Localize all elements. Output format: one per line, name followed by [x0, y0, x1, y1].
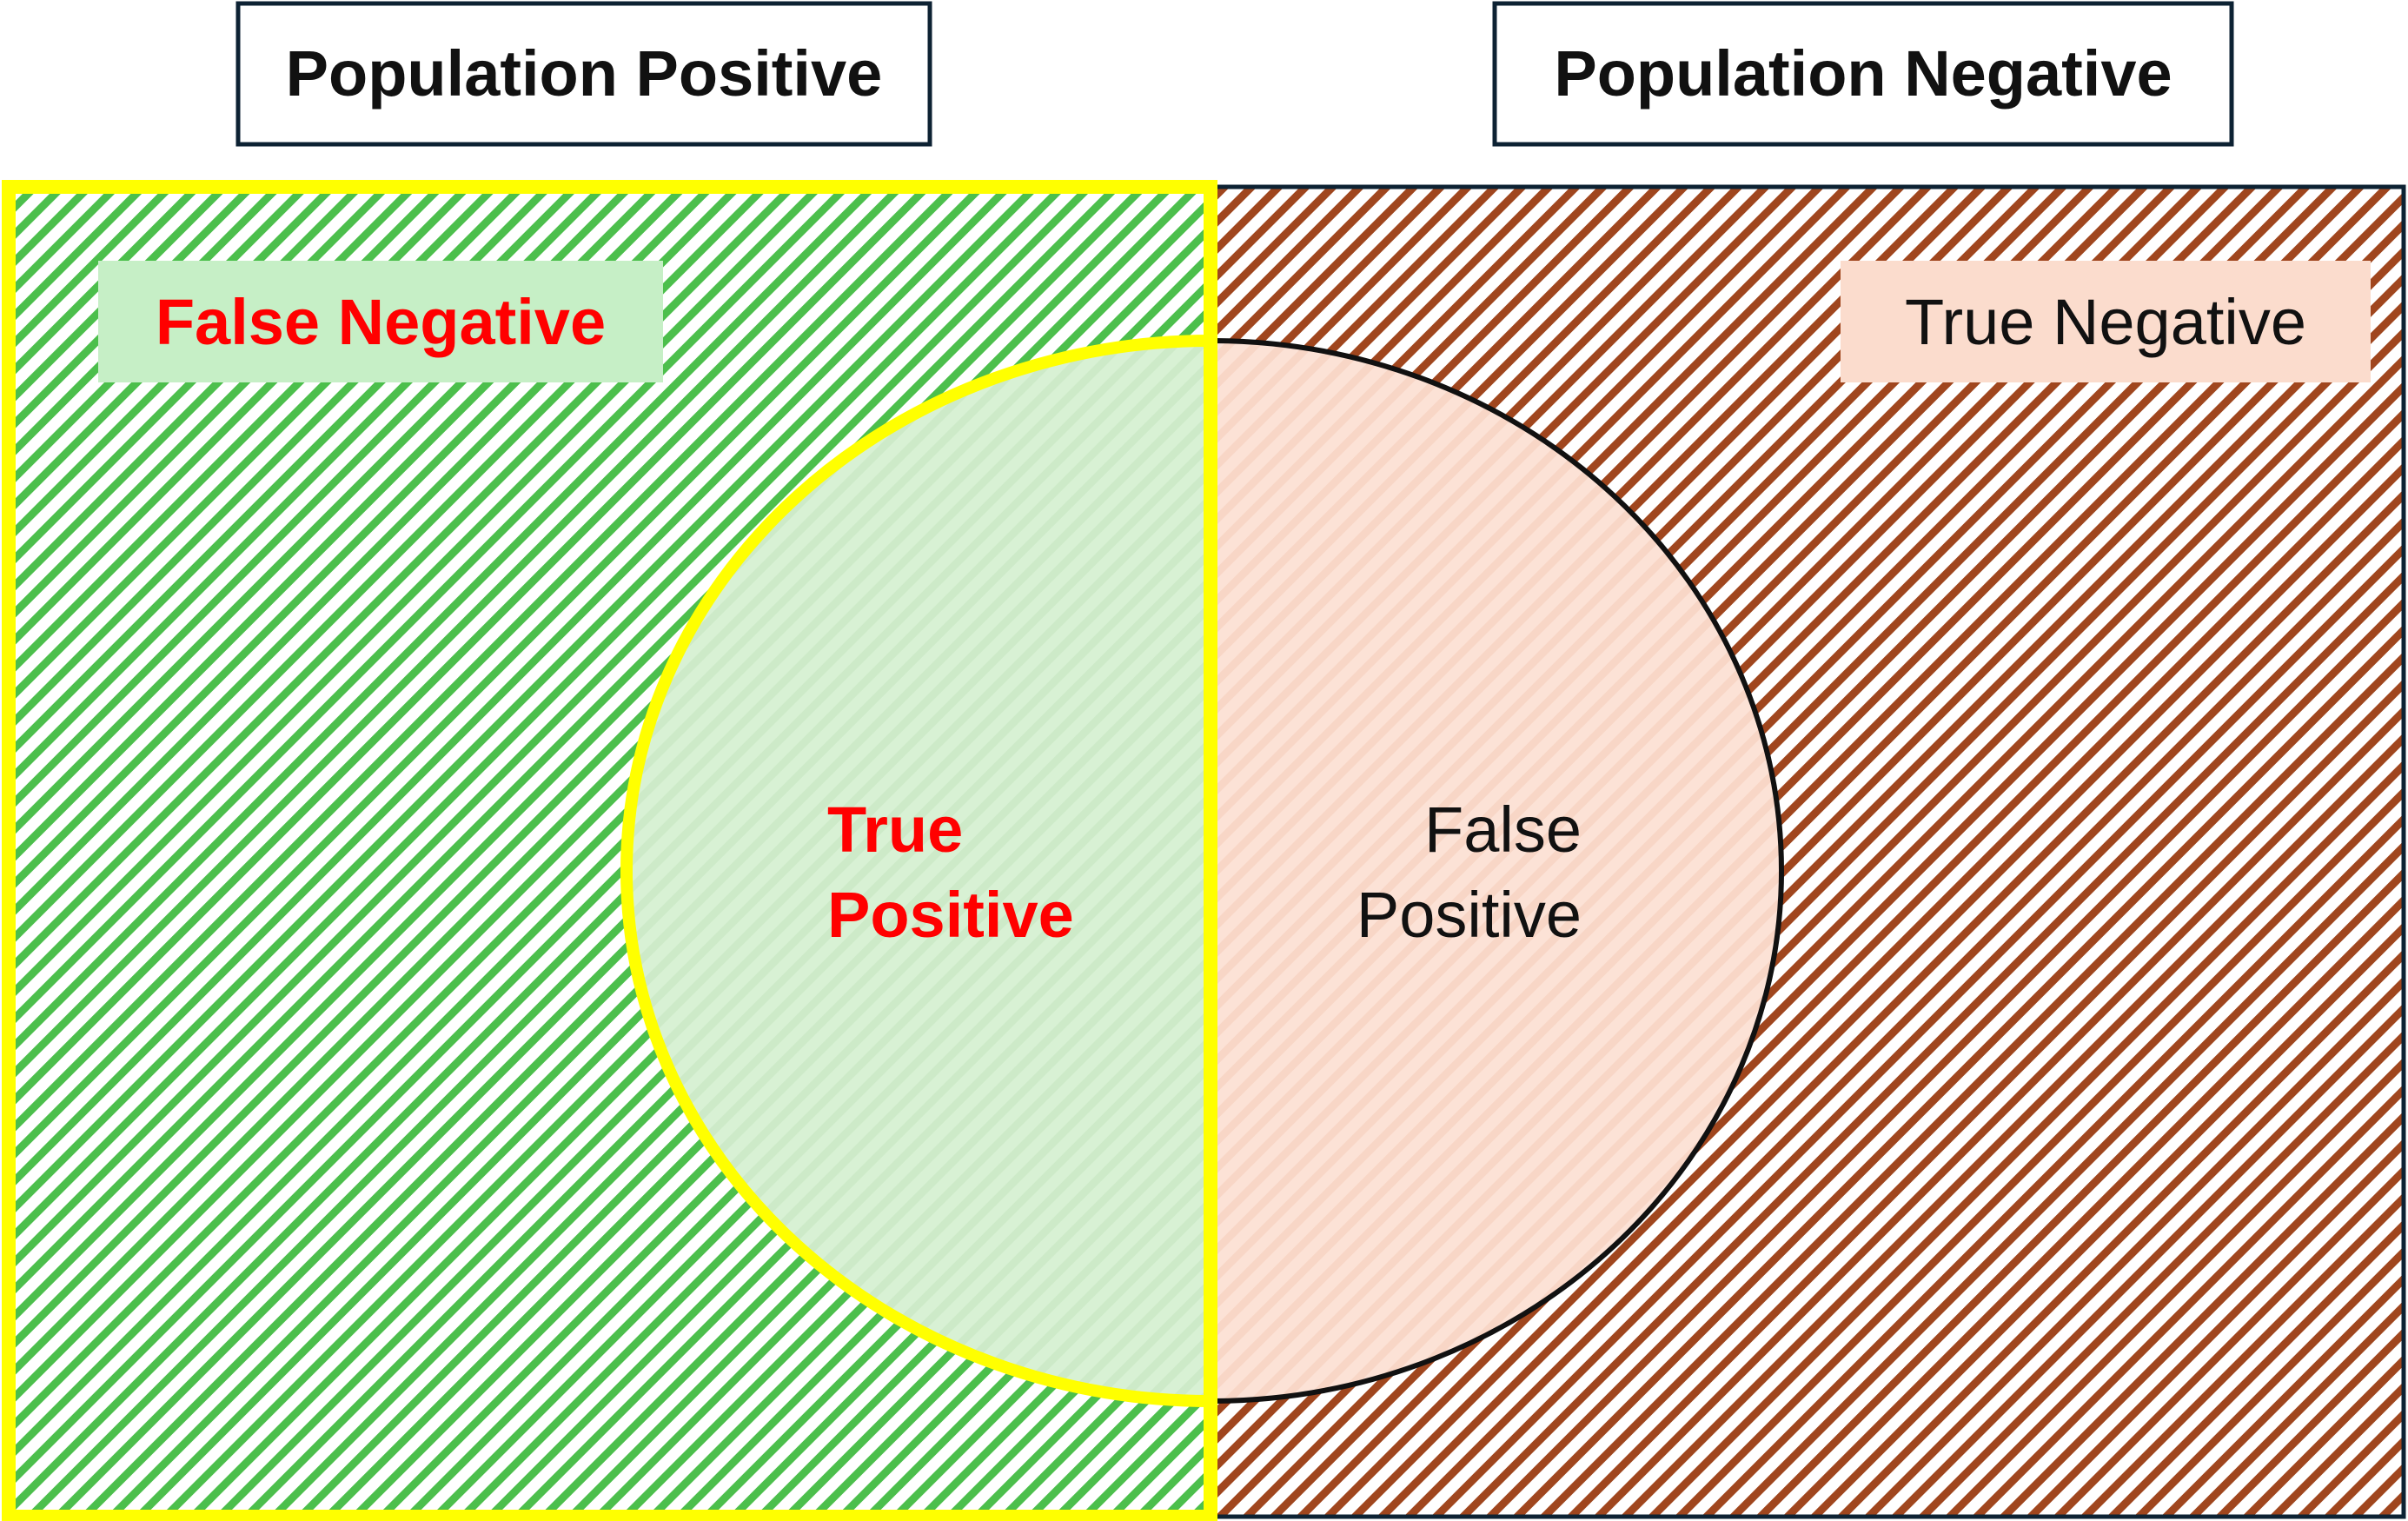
false-positive-label-line1: False	[1424, 794, 1582, 866]
header-positive-label: Population Positive	[286, 37, 883, 110]
header-negative-label: Population Negative	[1554, 37, 2172, 110]
false-positive-region	[1211, 338, 1784, 1404]
true-negative-label: True Negative	[1905, 286, 2306, 358]
header-population-negative: Population Negative	[1492, 1, 2234, 147]
true-positive-label-line1: True	[827, 794, 963, 866]
false-negative-label-bg	[98, 261, 663, 382]
true-negative-label-bg	[1841, 261, 2371, 382]
header-positive-box	[235, 1, 932, 147]
header-negative-box	[1492, 1, 2234, 147]
false-negative-label: False Negative	[156, 286, 606, 358]
population-positive-highlight-border	[2, 180, 1217, 1521]
header-population-positive: Population Positive	[235, 1, 932, 147]
false-positive-label-group: False Positive	[1357, 794, 1582, 951]
false-positive-label-line2: Positive	[1357, 879, 1582, 951]
true-positive-label-line2: Positive	[827, 879, 1074, 951]
true-positive-region	[620, 335, 1211, 1407]
true-positive-label-group: True Positive	[827, 794, 1074, 951]
false-negative-label-group: False Negative	[98, 261, 663, 382]
true-negative-label-group: True Negative	[1841, 261, 2371, 382]
